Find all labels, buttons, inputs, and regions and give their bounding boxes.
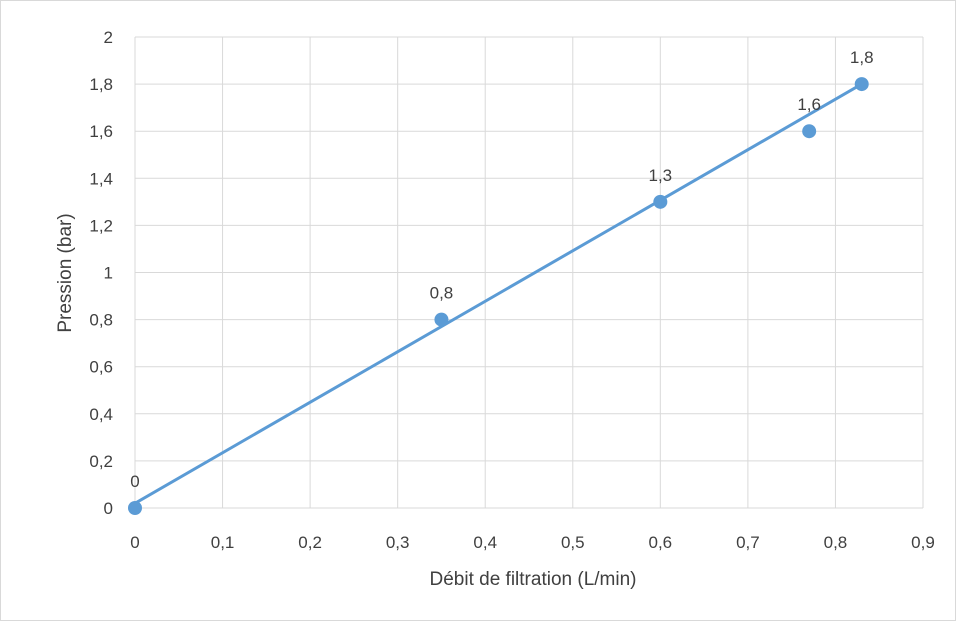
data-label: 1,3: [649, 166, 673, 185]
x-tick-label: 0,7: [736, 533, 760, 552]
data-point: [802, 124, 817, 139]
x-tick-label: 0: [130, 533, 139, 552]
x-tick-label: 0,9: [911, 533, 935, 552]
y-tick-label: 1,8: [89, 75, 113, 94]
y-tick-label: 1: [104, 264, 113, 283]
x-tick-label: 0,6: [649, 533, 673, 552]
y-tick-label: 1,4: [89, 169, 113, 188]
x-tick-label: 0,3: [386, 533, 410, 552]
data-points: [128, 77, 869, 515]
axes: 0 0,1 0,2 0,3 0,4 0,5 0,6 0,7 0,8 0,9 0 0,2 0,4 0,6 0,…: [89, 28, 934, 552]
y-tick-label: 0: [104, 499, 113, 518]
y-tick-label: 1,2: [89, 216, 113, 235]
y-tick-label: 0,8: [89, 311, 113, 330]
x-tick-label: 0,5: [561, 533, 585, 552]
data-label: 0: [130, 472, 139, 491]
data-label: 1,6: [797, 95, 821, 114]
trendline-group: [133, 82, 864, 505]
trendline: [133, 82, 864, 505]
x-axis-title: Débit de filtration (L/min): [430, 569, 637, 590]
data-point: [854, 77, 869, 92]
y-tick-label: 2: [104, 28, 113, 47]
x-tick-label: 0,4: [473, 533, 497, 552]
y-tick-label: 0,2: [89, 452, 113, 471]
data-point: [434, 312, 449, 327]
data-labels: 0 0,8 1,3 1,6 1,8: [130, 48, 873, 491]
data-point: [653, 194, 668, 209]
y-tick-label: 0,6: [89, 358, 113, 377]
y-tick-label: 0,4: [89, 405, 113, 424]
data-label: 1,8: [850, 48, 874, 67]
y-axis-title: Pression (bar): [55, 213, 76, 332]
data-point: [128, 501, 142, 515]
x-tick-label: 0,2: [298, 533, 322, 552]
data-label: 0,8: [430, 284, 454, 303]
x-tick-label: 0,8: [824, 533, 848, 552]
gridlines: [135, 36, 924, 508]
x-tick-label: 0,1: [211, 533, 235, 552]
y-tick-label: 1,6: [89, 122, 113, 141]
